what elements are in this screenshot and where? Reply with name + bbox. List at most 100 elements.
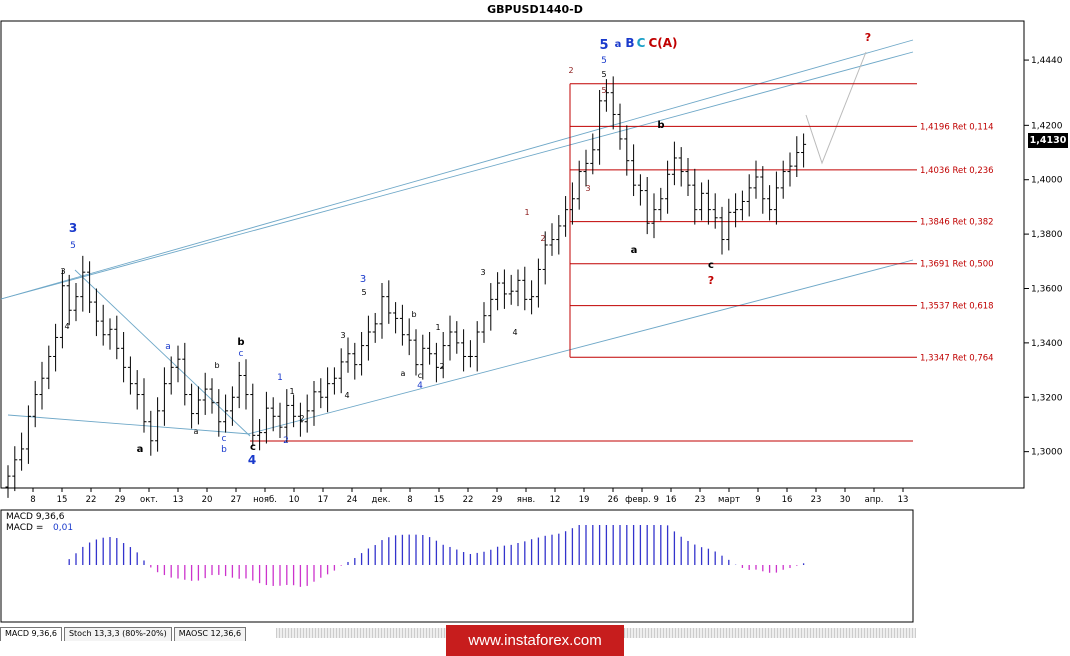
candle bbox=[501, 269, 507, 309]
candle bbox=[705, 179, 711, 225]
date-tick-label: 20 bbox=[202, 495, 213, 505]
fib-label: 1,3347 Ret 0,764 bbox=[920, 353, 994, 363]
candle bbox=[107, 318, 113, 350]
candle bbox=[365, 315, 371, 361]
candle bbox=[624, 125, 630, 176]
candle bbox=[393, 302, 399, 334]
fib-levels: 1,4196 Ret 0,114 1,4036 Ret 0,236 1,3846 R… bbox=[250, 83, 994, 442]
candle bbox=[658, 187, 664, 221]
candle bbox=[746, 174, 752, 217]
candle bbox=[433, 342, 439, 383]
indicator-tabs: MACD 9,36,6 Stoch 13,3,3 (80%-20%) MAOSC… bbox=[0, 627, 248, 641]
candle bbox=[386, 280, 392, 324]
candle bbox=[223, 394, 229, 433]
candle bbox=[53, 323, 59, 372]
candle bbox=[121, 332, 127, 383]
candle bbox=[563, 196, 569, 237]
date-tick-label: 13 bbox=[898, 495, 909, 505]
date-tick-label: 24 bbox=[347, 495, 358, 505]
chart-title: GBPUSD1440-D bbox=[487, 3, 583, 16]
question-mark: ? bbox=[865, 31, 871, 44]
wave-label-top5: 5 bbox=[599, 38, 608, 53]
wave-label: 1 bbox=[435, 323, 440, 332]
wave-label: b bbox=[411, 310, 416, 319]
candle bbox=[651, 193, 657, 239]
candle bbox=[794, 136, 800, 177]
wave-label: a bbox=[137, 444, 144, 455]
candle bbox=[359, 332, 365, 376]
candle bbox=[481, 302, 487, 343]
wave-labels: 5 a B C C(A) ??353455253bac123434aaabcbbcc112… bbox=[60, 31, 871, 467]
price-tick-label: 1,3200 bbox=[1031, 393, 1063, 403]
candle bbox=[277, 402, 283, 439]
candle bbox=[141, 378, 147, 433]
date-tick-label: 8 bbox=[407, 495, 412, 505]
candle bbox=[495, 272, 501, 311]
wave-label: c bbox=[250, 442, 256, 453]
candle bbox=[80, 255, 86, 312]
candle bbox=[161, 367, 167, 426]
candle bbox=[318, 378, 324, 409]
wave-label: 5 bbox=[601, 86, 606, 95]
candle bbox=[454, 321, 460, 354]
candle bbox=[134, 370, 140, 410]
question-mark: ? bbox=[708, 274, 714, 287]
date-tick-label: март bbox=[718, 495, 740, 505]
date-tick-label: 23 bbox=[811, 495, 822, 505]
candle bbox=[583, 149, 589, 187]
indicator-frame bbox=[0, 509, 914, 623]
candle bbox=[250, 383, 256, 447]
price-tick-label: 1,3400 bbox=[1031, 339, 1063, 349]
main-plot-frame bbox=[0, 20, 1025, 489]
fib-label: 1,3691 Ret 0,500 bbox=[920, 260, 994, 270]
candle bbox=[780, 160, 786, 199]
wave-label: 4 bbox=[248, 453, 256, 467]
date-tick-label: 16 bbox=[666, 495, 677, 505]
channel-line bbox=[0, 39, 914, 300]
date-tick-label: 22 bbox=[463, 495, 474, 505]
wave-label: B bbox=[625, 36, 634, 50]
candle bbox=[603, 79, 609, 112]
candle bbox=[733, 193, 739, 228]
date-tick-label: 29 bbox=[492, 495, 503, 505]
projection-path bbox=[805, 51, 867, 165]
date-tick-label: 29 bbox=[115, 495, 126, 505]
candle bbox=[542, 231, 548, 285]
candle bbox=[760, 166, 766, 214]
date-tick-label: 10 bbox=[289, 495, 300, 505]
candle bbox=[692, 168, 698, 225]
candle bbox=[379, 283, 385, 339]
candle bbox=[87, 261, 93, 313]
candle bbox=[399, 304, 405, 346]
candle bbox=[522, 266, 528, 311]
tab-maosc[interactable]: MAOSC 12,36,6 bbox=[173, 627, 247, 641]
candle bbox=[155, 397, 161, 452]
channel-line bbox=[247, 259, 914, 435]
fib-label: 1,3537 Ret 0,618 bbox=[920, 302, 994, 312]
tab-macd[interactable]: MACD 9,36,6 bbox=[0, 627, 62, 641]
candle bbox=[372, 312, 378, 343]
candle bbox=[263, 391, 269, 444]
candle bbox=[590, 133, 596, 175]
wave-label: 5 bbox=[601, 56, 607, 66]
price-tick-label: 1,4440 bbox=[1031, 56, 1063, 66]
wave-label: b bbox=[657, 120, 664, 131]
candle bbox=[801, 133, 807, 168]
candle bbox=[488, 283, 494, 331]
wave-label: b bbox=[214, 361, 219, 370]
date-tick-label: 27 bbox=[231, 495, 242, 505]
tab-stoch[interactable]: Stoch 13,3,3 (80%-20%) bbox=[63, 627, 172, 641]
date-tick-label: 22 bbox=[86, 495, 97, 505]
price-tick-label: 1,3800 bbox=[1031, 230, 1063, 240]
candle bbox=[100, 304, 106, 346]
price-tick-label: 1,4000 bbox=[1031, 176, 1063, 186]
candle bbox=[447, 315, 453, 361]
wave-label: a bbox=[194, 427, 199, 436]
wave-label: 1 bbox=[277, 373, 283, 383]
candle bbox=[671, 141, 677, 186]
candle bbox=[726, 198, 732, 251]
candle bbox=[148, 410, 154, 456]
wave-label: 2 bbox=[568, 66, 573, 75]
instaforex-banner[interactable]: www.instaforex.com bbox=[446, 625, 624, 656]
